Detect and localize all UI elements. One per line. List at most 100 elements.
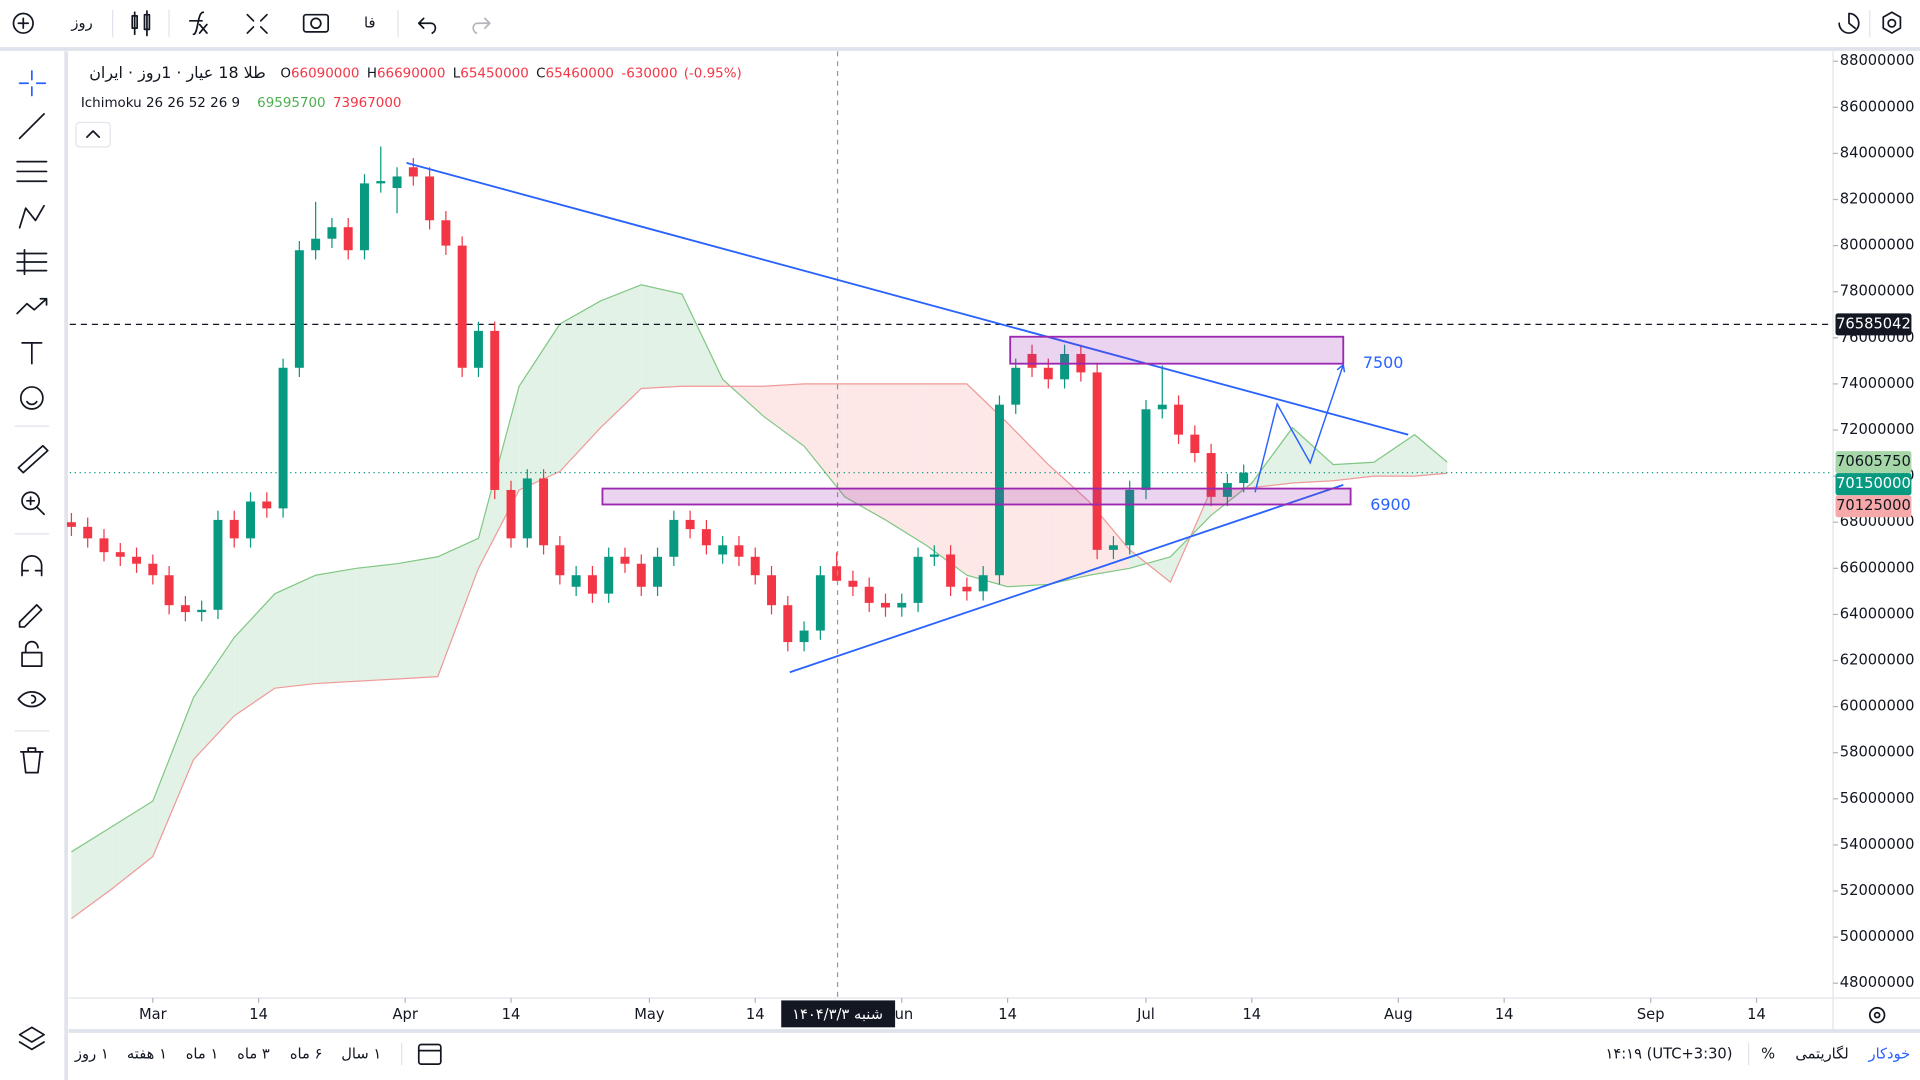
candle-body	[718, 545, 728, 555]
fullscreen-button[interactable]	[246, 13, 268, 34]
date-range-button[interactable]	[417, 1043, 442, 1065]
pattern-tool[interactable]	[18, 204, 45, 229]
y-tick-label: 58000000	[1840, 744, 1915, 761]
screenshot-button[interactable]	[302, 13, 330, 33]
settings-button[interactable]	[1882, 11, 1902, 34]
cloud-fill	[641, 284, 682, 389]
candle-body	[1043, 367, 1053, 380]
cloud-fill	[844, 383, 886, 520]
auto-toggle[interactable]: خودکار	[1867, 1045, 1910, 1062]
trend-line[interactable]	[789, 484, 1344, 674]
candle-body	[881, 602, 890, 608]
candle-body	[457, 245, 467, 368]
magnet-tool[interactable]	[21, 555, 43, 577]
lock-drawing-tool[interactable]	[18, 604, 43, 628]
candle-body	[832, 566, 842, 581]
candle-body	[848, 580, 858, 587]
text-tool[interactable]	[21, 342, 43, 365]
annotation[interactable]: 6900	[1370, 495, 1410, 514]
range-button[interactable]: ۱ سال	[341, 1045, 381, 1062]
candle-body	[620, 556, 630, 564]
cloud-fill	[1251, 427, 1293, 488]
trend-line[interactable]	[406, 161, 1409, 436]
candle-body	[1141, 409, 1151, 490]
rectangle[interactable]	[601, 487, 1352, 506]
cloud-fill	[112, 801, 153, 889]
price-badge	[1835, 451, 1912, 474]
prediction-tool[interactable]	[16, 297, 48, 315]
x-tick-label: Jun	[889, 1006, 913, 1023]
candle-body	[1222, 483, 1232, 497]
candle-body	[767, 575, 776, 606]
range-button[interactable]: ۶ ماه	[290, 1045, 323, 1062]
candle-body	[115, 552, 125, 557]
chart-type-button[interactable]	[131, 10, 151, 37]
log-toggle[interactable]: لگاریتمی	[1795, 1044, 1848, 1062]
candle-body	[897, 602, 907, 608]
x-tick-label: 14	[1242, 1006, 1261, 1023]
path-arrow[interactable]	[1254, 364, 1344, 493]
x-tick-label: Jul	[1136, 1006, 1155, 1023]
drawings: 7500 6900	[406, 161, 1411, 674]
range-button[interactable]: ۱ روز	[74, 1045, 109, 1062]
candle-body	[164, 575, 174, 606]
cloud-fill	[356, 563, 398, 682]
fib-tool[interactable]	[16, 160, 48, 183]
candle-body	[343, 227, 353, 251]
hide-tool[interactable]	[17, 690, 47, 708]
annotation[interactable]: 7500	[1363, 353, 1403, 372]
candle-body	[1060, 353, 1070, 380]
cloud-fill	[926, 383, 967, 576]
object-tree-button[interactable]	[18, 1026, 45, 1051]
cloud-fill	[1048, 464, 1090, 585]
collapse-button[interactable]	[75, 121, 111, 148]
candle-body	[229, 519, 239, 539]
emoji-tool[interactable]	[19, 386, 44, 410]
ruler-tool[interactable]	[17, 444, 49, 474]
replay-button[interactable]	[1838, 12, 1860, 34]
redo-button[interactable]	[472, 17, 491, 34]
candle-body	[522, 478, 532, 539]
trend-line-tool[interactable]	[18, 113, 45, 140]
ohlc-label: O	[280, 66, 291, 81]
ohlc-label: C	[536, 66, 545, 81]
candle-body	[148, 563, 158, 576]
axis-settings-button[interactable]	[1868, 1006, 1886, 1024]
price-badge-label: 70605750	[1836, 453, 1911, 470]
timezone[interactable]: ۱۴:۱۹ (UTC+3:30)	[1605, 1045, 1732, 1062]
candle-body	[946, 554, 956, 587]
cloud-fill	[804, 383, 845, 497]
y-tick-label: 66000000	[1840, 559, 1915, 576]
cloud-fill	[437, 538, 479, 677]
forecast-tool[interactable]	[16, 248, 48, 276]
indicator-value: 69595700	[257, 96, 325, 111]
y-tick-label: 52000000	[1840, 882, 1915, 899]
ohlc-value: 66690000	[377, 66, 445, 81]
rectangle[interactable]	[1009, 335, 1345, 365]
undo-button[interactable]	[417, 17, 437, 34]
zoom-tool[interactable]	[21, 491, 45, 516]
x-tick-label: 14	[1495, 1006, 1514, 1023]
lock-tool[interactable]	[21, 640, 43, 667]
candle-body	[685, 519, 695, 530]
crosshair-tool[interactable]	[18, 70, 47, 97]
crosshair-date-box	[781, 1000, 896, 1028]
price-badge	[1835, 495, 1912, 518]
cloud-fill	[885, 383, 927, 546]
ohlc-label: L	[453, 66, 461, 81]
add-button[interactable]	[12, 12, 34, 34]
interval-button[interactable]: روز	[70, 14, 92, 31]
y-tick-label: 68000000	[1840, 513, 1915, 530]
percent-toggle[interactable]: %	[1761, 1045, 1775, 1062]
range-button[interactable]: ۱ ماه	[186, 1045, 219, 1062]
candle-body	[1027, 353, 1037, 368]
range-button[interactable]: ۳ ماه	[237, 1045, 270, 1062]
candle-body	[913, 556, 923, 603]
delete-tool[interactable]	[19, 747, 44, 774]
candle-body	[327, 227, 337, 239]
indicators-button[interactable]	[188, 11, 208, 36]
candle-body	[490, 330, 500, 490]
language-button[interactable]: فا	[364, 14, 376, 31]
range-button[interactable]: ۱ هفته	[127, 1045, 167, 1062]
